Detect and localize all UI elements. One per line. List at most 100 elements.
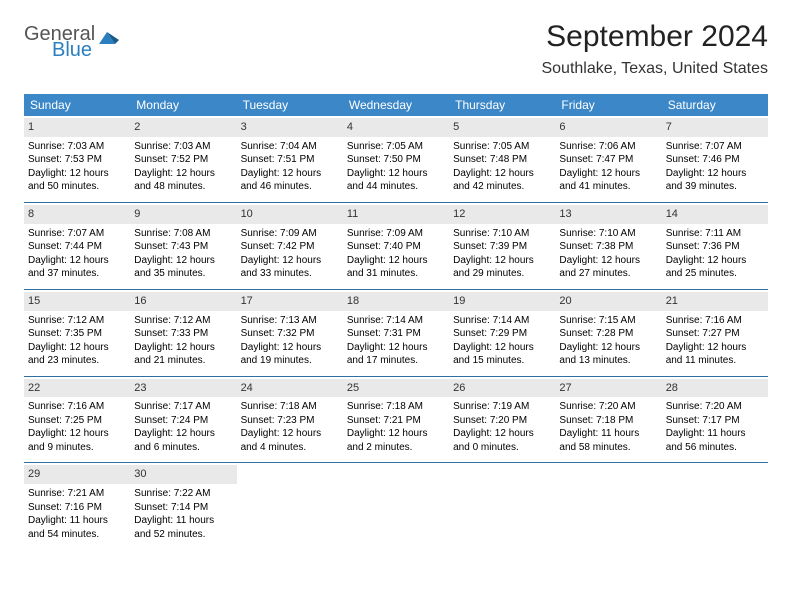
day-detail: Sunrise: 7:22 AMSunset: 7:14 PMDaylight:… xyxy=(134,487,232,541)
day-number: 1 xyxy=(24,118,130,137)
calendar-day-cell xyxy=(343,463,449,549)
sunrise-line: Sunrise: 7:10 AM xyxy=(453,227,551,241)
day-detail: Sunrise: 7:07 AMSunset: 7:46 PMDaylight:… xyxy=(666,140,764,194)
weekday-header: Tuesday xyxy=(237,94,343,116)
day-number: 30 xyxy=(130,465,236,484)
logo: General Blue xyxy=(24,20,121,60)
day-number: 4 xyxy=(343,118,449,137)
sunrise-line: Sunrise: 7:22 AM xyxy=(134,487,232,501)
weekday-header: Friday xyxy=(555,94,661,116)
daylight-line: Daylight: 12 hours and 21 minutes. xyxy=(134,341,232,368)
calendar-day-cell: 7Sunrise: 7:07 AMSunset: 7:46 PMDaylight… xyxy=(662,116,768,202)
day-detail: Sunrise: 7:04 AMSunset: 7:51 PMDaylight:… xyxy=(241,140,339,194)
calendar-day-cell: 16 Sunrise: 7:12 AMSunset: 7:33 PMDayligh… xyxy=(130,289,236,376)
sunset-line: Sunset: 7:28 PM xyxy=(559,327,657,341)
sunset-line: Sunset: 7:53 PM xyxy=(28,153,126,167)
daylight-line: Daylight: 12 hours and 46 minutes. xyxy=(241,167,339,194)
sunrise-line: Sunrise: 7:18 AM xyxy=(241,400,339,414)
sunrise-line: Sunrise: 7:08 AM xyxy=(134,227,232,241)
sunset-line: Sunset: 7:21 PM xyxy=(347,414,445,428)
sunrise-line: Sunrise: 7:09 AM xyxy=(347,227,445,241)
calendar-day-cell: 11Sunrise: 7:09 AMSunset: 7:40 PMDayligh… xyxy=(343,202,449,289)
day-detail: Sunrise: 7:12 AMSunset: 7:33 PMDaylight:… xyxy=(134,314,232,368)
sunset-line: Sunset: 7:16 PM xyxy=(28,501,126,515)
day-number: 14 xyxy=(662,205,768,224)
day-detail: Sunrise: 7:10 AMSunset: 7:38 PMDaylight:… xyxy=(559,227,657,281)
calendar-week-row: 29Sunrise: 7:21 AMSunset: 7:16 PMDayligh… xyxy=(24,463,768,549)
calendar-day-cell: 24Sunrise: 7:18 AMSunset: 7:23 PMDayligh… xyxy=(237,376,343,463)
day-number: 29 xyxy=(24,465,130,484)
sunrise-line: Sunrise: 7:20 AM xyxy=(666,400,764,414)
daylight-line: Daylight: 11 hours and 52 minutes. xyxy=(134,514,232,541)
calendar-day-cell: 21Sunrise: 7:16 AMSunset: 7:27 PMDayligh… xyxy=(662,289,768,376)
daylight-line: Daylight: 12 hours and 2 minutes. xyxy=(347,427,445,454)
day-number: 17 xyxy=(237,292,343,311)
weekday-header-row: Sunday Monday Tuesday Wednesday Thursday… xyxy=(24,94,768,116)
sunrise-line: Sunrise: 7:06 AM xyxy=(559,140,657,154)
weekday-header: Thursday xyxy=(449,94,555,116)
sunrise-line: Sunrise: 7:14 AM xyxy=(453,314,551,328)
sunrise-line: Sunrise: 7:10 AM xyxy=(559,227,657,241)
day-detail: Sunrise: 7:08 AMSunset: 7:43 PMDaylight:… xyxy=(134,227,232,281)
weekday-header: Saturday xyxy=(662,94,768,116)
calendar-day-cell: 1 Sunrise: 7:03 AMSunset: 7:53 PMDaylight… xyxy=(24,116,130,202)
day-detail: Sunrise: 7:11 AMSunset: 7:36 PMDaylight:… xyxy=(666,227,764,281)
sunrise-line: Sunrise: 7:09 AM xyxy=(241,227,339,241)
day-detail: Sunrise: 7:07 AMSunset: 7:44 PMDaylight:… xyxy=(28,227,126,281)
calendar-week-row: 22Sunrise: 7:16 AMSunset: 7:25 PMDayligh… xyxy=(24,376,768,463)
sunrise-line: Sunrise: 7:20 AM xyxy=(559,400,657,414)
sunrise-line: Sunrise: 7:17 AM xyxy=(134,400,232,414)
sunrise-line: Sunrise: 7:18 AM xyxy=(347,400,445,414)
daylight-line: Daylight: 12 hours and 44 minutes. xyxy=(347,167,445,194)
calendar-week-row: 15Sunrise: 7:12 AMSunset: 7:35 PMDayligh… xyxy=(24,289,768,376)
location: Southlake, Texas, United States xyxy=(541,60,768,78)
calendar-day-cell: 5Sunrise: 7:05 AMSunset: 7:48 PMDaylight… xyxy=(449,116,555,202)
day-number: 10 xyxy=(237,205,343,224)
sunrise-line: Sunrise: 7:21 AM xyxy=(28,487,126,501)
daylight-line: Daylight: 12 hours and 4 minutes. xyxy=(241,427,339,454)
sunrise-line: Sunrise: 7:14 AM xyxy=(347,314,445,328)
day-detail: Sunrise: 7:18 AMSunset: 7:21 PMDaylight:… xyxy=(347,400,445,454)
day-detail: Sunrise: 7:18 AMSunset: 7:23 PMDaylight:… xyxy=(241,400,339,454)
header: General Blue September 2024 Southlake, T… xyxy=(24,20,768,78)
day-number: 6 xyxy=(555,118,661,137)
sunset-line: Sunset: 7:17 PM xyxy=(666,414,764,428)
sunrise-line: Sunrise: 7:11 AM xyxy=(666,227,764,241)
day-detail: Sunrise: 7:03 AMSunset: 7:53 PMDaylight:… xyxy=(28,140,126,194)
day-number: 3 xyxy=(237,118,343,137)
month-title: September 2024 xyxy=(541,20,768,54)
sunset-line: Sunset: 7:23 PM xyxy=(241,414,339,428)
day-detail: Sunrise: 7:09 AMSunset: 7:40 PMDaylight:… xyxy=(347,227,445,281)
day-detail: Sunrise: 7:14 AMSunset: 7:29 PMDaylight:… xyxy=(453,314,551,368)
calendar-day-cell: 27Sunrise: 7:20 AMSunset: 7:18 PMDayligh… xyxy=(555,376,661,463)
calendar-day-cell: 20Sunrise: 7:15 AMSunset: 7:28 PMDayligh… xyxy=(555,289,661,376)
calendar-day-cell: 25 Sunrise: 7:18 AMSunset: 7:21 PMDayligh… xyxy=(343,376,449,463)
day-number: 22 xyxy=(24,379,130,398)
calendar-day-cell: 14 Sunrise: 7:11 AMSunset: 7:36 PMDayligh… xyxy=(662,202,768,289)
calendar-day-cell: 13Sunrise: 7:10 AMSunset: 7:38 PMDayligh… xyxy=(555,202,661,289)
sunrise-line: Sunrise: 7:12 AM xyxy=(28,314,126,328)
daylight-line: Daylight: 12 hours and 19 minutes. xyxy=(241,341,339,368)
day-number: 9 xyxy=(130,205,236,224)
day-number: 28 xyxy=(662,379,768,398)
day-detail: Sunrise: 7:17 AMSunset: 7:24 PMDaylight:… xyxy=(134,400,232,454)
sunrise-line: Sunrise: 7:07 AM xyxy=(666,140,764,154)
calendar-day-cell: 30 Sunrise: 7:22 AMSunset: 7:14 PMDayligh… xyxy=(130,463,236,549)
calendar-day-cell xyxy=(662,463,768,549)
day-detail: Sunrise: 7:06 AMSunset: 7:47 PMDaylight:… xyxy=(559,140,657,194)
day-detail: Sunrise: 7:21 AMSunset: 7:16 PMDaylight:… xyxy=(28,487,126,541)
sunset-line: Sunset: 7:40 PM xyxy=(347,240,445,254)
calendar-day-cell: 15Sunrise: 7:12 AMSunset: 7:35 PMDayligh… xyxy=(24,289,130,376)
calendar-day-cell: 4 Sunrise: 7:05 AMSunset: 7:50 PMDaylight… xyxy=(343,116,449,202)
sunset-line: Sunset: 7:51 PM xyxy=(241,153,339,167)
calendar-day-cell: 9 Sunrise: 7:08 AMSunset: 7:43 PMDaylight… xyxy=(130,202,236,289)
sunset-line: Sunset: 7:32 PM xyxy=(241,327,339,341)
day-number: 25 xyxy=(343,379,449,398)
calendar-day-cell: 12Sunrise: 7:10 AMSunset: 7:39 PMDayligh… xyxy=(449,202,555,289)
day-detail: Sunrise: 7:05 AMSunset: 7:50 PMDaylight:… xyxy=(347,140,445,194)
day-number: 16 xyxy=(130,292,236,311)
daylight-line: Daylight: 12 hours and 42 minutes. xyxy=(453,167,551,194)
day-detail: Sunrise: 7:10 AMSunset: 7:39 PMDaylight:… xyxy=(453,227,551,281)
calendar-day-cell: 22Sunrise: 7:16 AMSunset: 7:25 PMDayligh… xyxy=(24,376,130,463)
sunrise-line: Sunrise: 7:19 AM xyxy=(453,400,551,414)
